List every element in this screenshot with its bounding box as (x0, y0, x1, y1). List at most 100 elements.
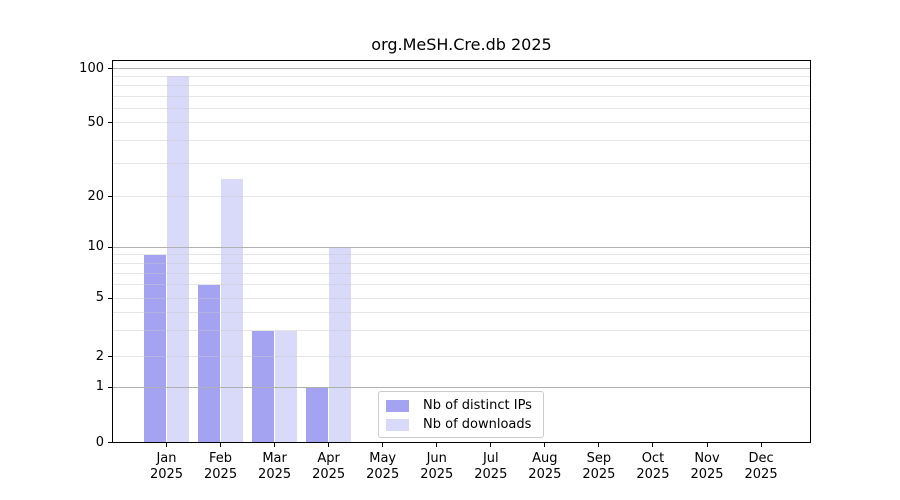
gridline-minor (113, 163, 810, 164)
gridline-minor (113, 312, 810, 313)
gridline-minor (113, 273, 810, 274)
x-tick (652, 443, 654, 447)
x-tick-label: Dec 2025 (733, 451, 789, 483)
gridline-minor (113, 108, 810, 109)
x-tick (706, 443, 708, 447)
y-tick-label: 20 (87, 188, 104, 204)
x-tick (598, 443, 600, 447)
x-tick-month: Nov (694, 451, 720, 466)
x-tick (760, 443, 762, 447)
legend-item: Nb of downloads (386, 415, 536, 434)
x-tick-label: May 2025 (355, 451, 411, 483)
bar-jan-downloads (167, 76, 189, 442)
x-tick-label: Feb 2025 (193, 451, 249, 483)
bar-mar-distinct-ips (252, 331, 275, 442)
x-tick-label: Aug 2025 (517, 451, 573, 483)
gridline-minor (113, 196, 810, 197)
x-tick-label: Nov 2025 (679, 451, 735, 483)
x-tick-year: 2025 (690, 467, 724, 482)
x-tick-year: 2025 (582, 467, 616, 482)
gridline-major (113, 247, 810, 248)
x-tick-year: 2025 (258, 467, 292, 482)
gridline-minor (113, 96, 810, 97)
x-tick-label: Sep 2025 (571, 451, 627, 483)
gridline-minor (113, 330, 810, 331)
legend-label-distinct-ips: Nb of distinct IPs (423, 398, 532, 413)
legend-swatch-distinct-ips (386, 399, 409, 412)
x-tick (166, 443, 167, 447)
gridline-minor (113, 76, 810, 77)
legend: Nb of distinct IPs Nb of downloads (378, 391, 544, 438)
legend-label-downloads: Nb of downloads (423, 417, 532, 432)
y-tick-label: 5 (95, 290, 104, 305)
x-tick-label: Jul 2025 (463, 451, 519, 483)
gridline-major (113, 68, 810, 69)
x-tick-month: Jan (156, 451, 177, 466)
y-tick-label: 10 (87, 239, 104, 254)
x-tick-month: Aug (532, 451, 558, 466)
gridline-minor (113, 284, 810, 285)
x-tick (220, 443, 222, 447)
legend-item: Nb of distinct IPs (386, 396, 536, 415)
gridline-minor (113, 140, 810, 141)
y-tick (108, 68, 112, 69)
x-tick (544, 443, 546, 447)
gridline-minor (113, 298, 810, 299)
gridline-minor (113, 356, 810, 357)
x-tick-year: 2025 (636, 467, 670, 482)
x-tick-year: 2025 (528, 467, 562, 482)
bar-jan-distinct-ips (144, 255, 166, 442)
y-tick-label: 1 (95, 379, 104, 394)
x-tick-year: 2025 (204, 467, 238, 482)
y-tick-label: 2 (95, 348, 104, 364)
y-tick (108, 122, 112, 123)
gridline-minor (113, 263, 810, 264)
bar-feb-distinct-ips (198, 285, 221, 442)
x-tick-month: Dec (748, 451, 774, 466)
legend-swatch-downloads (386, 418, 409, 431)
y-tick-label: 50 (87, 114, 104, 130)
x-tick-month: May (369, 451, 397, 466)
y-tick-label: 0 (95, 434, 104, 450)
y-tick (108, 298, 112, 299)
gridline-minor (113, 122, 810, 123)
bar-mar-downloads (275, 331, 298, 442)
y-tick (108, 356, 112, 357)
x-tick (490, 443, 492, 447)
gridline-minor (113, 254, 810, 255)
bar-feb-downloads (221, 178, 244, 442)
gridline-minor (113, 85, 810, 86)
x-tick-year: 2025 (744, 467, 778, 482)
x-tick-month: Oct (641, 451, 665, 466)
bar-apr-downloads (329, 247, 352, 442)
x-tick-year: 2025 (474, 467, 508, 482)
x-tick-year: 2025 (312, 467, 346, 482)
x-tick-month: Jun (426, 451, 447, 466)
x-tick (382, 443, 384, 447)
x-tick-year: 2025 (420, 467, 454, 482)
x-tick-year: 2025 (149, 467, 184, 482)
x-tick-month: Jul (482, 451, 499, 466)
x-tick-label: Jan 2025 (139, 451, 195, 483)
y-tick (108, 442, 112, 443)
x-tick-label: Apr 2025 (301, 451, 357, 483)
x-tick (274, 443, 276, 447)
x-tick-month: Mar (262, 451, 287, 466)
x-tick-month: Sep (586, 451, 612, 466)
y-tick-label: 100 (79, 60, 104, 76)
x-tick-label: Jun 2025 (409, 451, 465, 483)
x-tick-year: 2025 (366, 467, 400, 482)
y-tick (108, 247, 112, 248)
y-tick (108, 196, 112, 197)
bar-apr-distinct-ips (306, 387, 329, 442)
x-tick-month: Feb (209, 451, 233, 466)
x-tick-label: Mar 2025 (247, 451, 303, 483)
y-tick (108, 387, 112, 388)
x-tick-label: Oct 2025 (625, 451, 681, 483)
gridline-major (113, 387, 810, 388)
x-tick-month: Apr (317, 451, 340, 466)
x-tick (328, 443, 330, 447)
chart-title: org.MeSH.Cre.db 2025 (371, 35, 552, 54)
x-tick (436, 443, 438, 447)
